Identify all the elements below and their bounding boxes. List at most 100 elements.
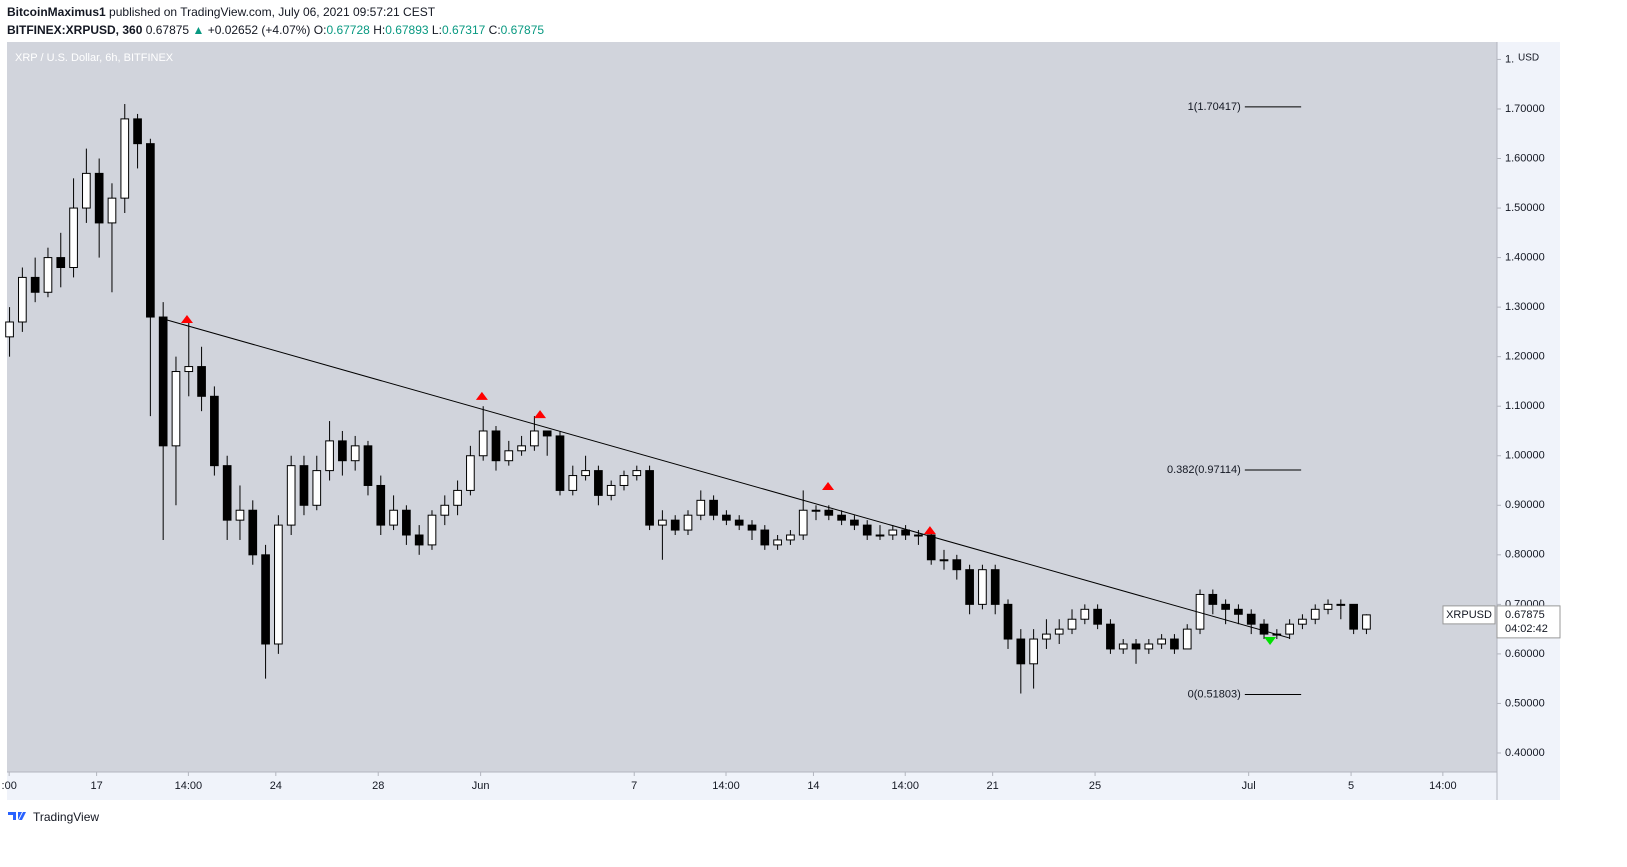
- plot-area: [7, 42, 1497, 772]
- candle-body: [414, 534, 424, 546]
- candle-body: [453, 489, 462, 506]
- x-tick-label: 14:00: [1429, 780, 1457, 792]
- candle-body: [850, 519, 859, 526]
- candle-body: [683, 514, 693, 531]
- y-tick-label: 1.00000: [1505, 450, 1545, 462]
- candle-body: [632, 470, 642, 477]
- candle-body: [1042, 633, 1051, 640]
- candle-body: [952, 559, 962, 571]
- candle-body: [542, 430, 552, 437]
- signal-arrow: [180, 315, 193, 324]
- candle-body: [1003, 603, 1013, 640]
- candle-body: [1144, 643, 1154, 650]
- candle-body: [978, 569, 987, 605]
- candle-body: [606, 484, 616, 496]
- candle-body: [299, 465, 309, 506]
- published: published on TradingView.com, July 06, 2…: [109, 5, 436, 19]
- last-price-box: [1496, 605, 1561, 639]
- arrow: ▲: [192, 23, 205, 37]
- candle-body: [222, 465, 232, 521]
- time-axis: [7, 772, 1497, 800]
- fib-label: 1(1.70417): [1188, 101, 1241, 113]
- signal-arrow: [1264, 636, 1277, 645]
- currency-box: [1530, 50, 1558, 66]
- candle-body: [338, 440, 347, 462]
- brand: TradingView: [33, 810, 99, 824]
- c-label: C:: [488, 23, 501, 37]
- x-tick-label: :00: [2, 780, 17, 792]
- candle-body: [1029, 638, 1038, 665]
- candle-body: [325, 440, 334, 472]
- candle-body: [107, 197, 117, 224]
- candle-body: [1285, 623, 1294, 635]
- x-tick-label: 21: [987, 780, 999, 792]
- candle-body: [798, 509, 808, 536]
- y-tick-label: 1.60000: [1505, 152, 1545, 164]
- candle-body: [1106, 623, 1115, 650]
- candle-body: [773, 539, 782, 546]
- candle-body: [696, 499, 706, 516]
- candle-body: [1131, 643, 1141, 650]
- candle-body: [146, 143, 155, 318]
- candle-body: [1016, 638, 1026, 665]
- open: 0.67728: [326, 23, 370, 37]
- candle-body: [811, 509, 821, 512]
- candle-body: [530, 430, 539, 447]
- y-tick-label: 1.20000: [1505, 351, 1545, 363]
- candle-body: [517, 445, 526, 452]
- y-tick-label: 1.: [1505, 53, 1514, 65]
- candle-body: [670, 519, 680, 531]
- y-tick-label: 0.50000: [1505, 697, 1545, 709]
- y-tick-label: 1.10000: [1505, 400, 1545, 412]
- candle-body: [43, 257, 53, 293]
- last-name-box: [1442, 605, 1496, 625]
- series: 0.400000.500000.600000.700000.800000.900…: [2, 53, 1561, 792]
- candle-body: [402, 509, 411, 536]
- l-label: L:: [431, 23, 442, 37]
- candle-body: [478, 430, 488, 457]
- x-tick-label: 14: [807, 780, 819, 792]
- candle-body: [926, 534, 936, 561]
- candle-body: [581, 470, 590, 477]
- fib-label: 0(0.51803): [1188, 688, 1241, 700]
- candle-body: [350, 445, 360, 462]
- candle-body: [466, 455, 475, 491]
- candle-body: [1054, 628, 1064, 635]
- y-tick-label: 1.50000: [1505, 202, 1545, 214]
- signal-arrow: [534, 410, 547, 419]
- candle-body: [274, 524, 283, 645]
- candle-body: [965, 569, 974, 605]
- quote-line: BITFINEX:XRPUSD, 360 0.67875 ▲ +0.02652 …: [7, 21, 544, 39]
- footer[interactable]: TradingView: [8, 810, 99, 824]
- candle-body: [1323, 603, 1333, 610]
- candle-body: [491, 430, 501, 462]
- signal-arrow: [475, 391, 488, 400]
- candle-body: [235, 509, 245, 521]
- candle-body: [824, 509, 834, 516]
- candle-body: [184, 366, 194, 373]
- candle-body: [94, 172, 104, 224]
- h-label: H:: [373, 23, 386, 37]
- candle-body: [722, 514, 731, 521]
- countdown: 04:02:42: [1505, 623, 1548, 635]
- y-tick-label: 0.40000: [1505, 747, 1545, 759]
- candle-body: [734, 519, 744, 526]
- candle-body: [1310, 608, 1320, 620]
- candle-body: [875, 534, 885, 537]
- candle-body: [1182, 628, 1192, 650]
- y-tick-label: 1.30000: [1505, 301, 1545, 313]
- x-tick-label: 14:00: [891, 780, 919, 792]
- candle-body: [312, 470, 322, 506]
- candle-body: [1221, 603, 1230, 610]
- candle-body: [594, 470, 603, 496]
- candle-body: [389, 509, 398, 526]
- candle-body: [619, 475, 629, 486]
- candle-body: [658, 519, 667, 526]
- candle-body: [376, 484, 386, 526]
- author[interactable]: BitcoinMaximus1: [7, 5, 106, 19]
- candle-body: [747, 524, 757, 531]
- candle-body: [1336, 603, 1346, 606]
- candle-body: [261, 554, 270, 645]
- y-tick-label: 1.70000: [1505, 103, 1545, 115]
